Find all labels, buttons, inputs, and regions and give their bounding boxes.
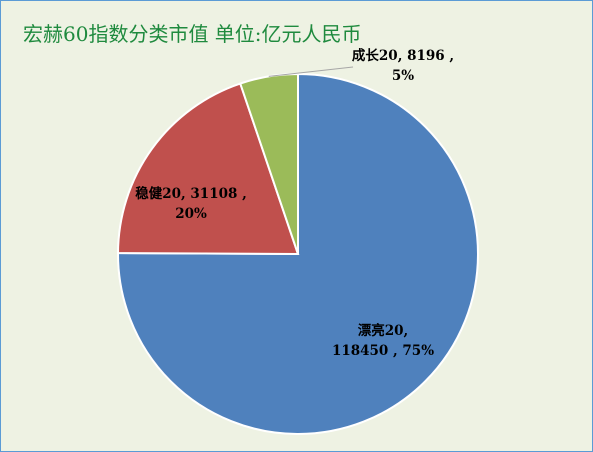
data-label-piaoliang-20: 漂亮20, 118450 , 75% [332,322,434,359]
pie-slices [116,72,479,435]
data-label-chengzhang-20: 成长20, 8196 , 5% [352,47,454,84]
data-label-wenjian-20: 稳健20, 31108 , 20% [135,185,247,222]
data-label-line: 漂亮20, [358,322,409,339]
data-label-line: 成长20, 8196 , [352,47,454,64]
data-label-line: 5% [392,68,414,84]
data-labels: 漂亮20, 118450 , 75% 稳健20, 31108 , 20% 成长20, 8… [135,47,454,359]
data-label-line: 稳健20, 31108 , [135,185,247,202]
data-label-line: 20% [175,206,207,222]
pie-slice-wenjian-20 [116,82,300,256]
leader-lines [268,66,354,77]
chart-title: 宏赫60指数分类市值 单位:亿元人民币 [23,22,362,46]
leader-line-chengzhang-20 [268,66,354,77]
pie-slice-piaoliang-20 [116,72,479,435]
data-label-line: 118450 , 75% [332,343,434,359]
